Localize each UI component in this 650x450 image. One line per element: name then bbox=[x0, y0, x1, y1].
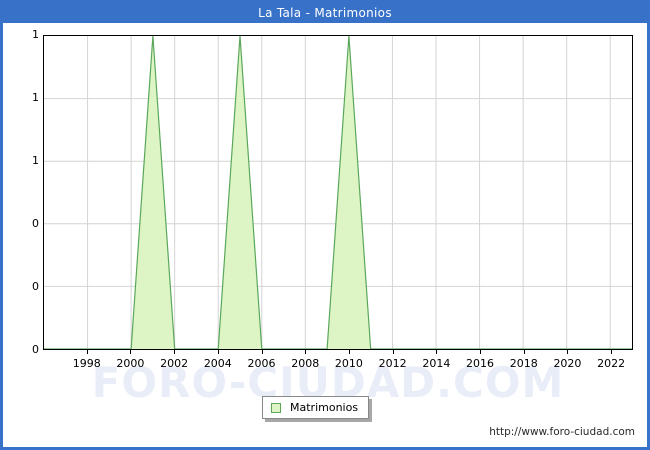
x-axis-tick-mark bbox=[305, 350, 307, 354]
x-axis: 1998 2000 2002 2004 2006 2008 2010 2012 2014 2016… bbox=[3, 357, 647, 375]
x-axis-tick-label: 2020 bbox=[553, 357, 582, 370]
y-axis-tick-label: 0 bbox=[32, 280, 39, 293]
x-axis-tick-mark bbox=[480, 350, 482, 354]
x-axis-tick-label: 2022 bbox=[597, 357, 626, 370]
x-axis-tick-mark bbox=[86, 350, 88, 354]
x-axis-tick-label: 2008 bbox=[291, 357, 320, 370]
plot-area bbox=[43, 35, 633, 350]
chart-legend: Matrimonios bbox=[262, 396, 370, 419]
x-axis-tick-mark bbox=[392, 350, 394, 354]
y-axis-tick-label: 1 bbox=[32, 91, 39, 104]
x-axis-tick-label: 2016 bbox=[466, 357, 495, 370]
y-axis-tick-label: 1 bbox=[32, 28, 39, 41]
x-axis-tick-label: 2002 bbox=[160, 357, 189, 370]
y-axis-tick-label: 0 bbox=[32, 217, 39, 230]
x-axis-tick-mark bbox=[523, 350, 525, 354]
x-axis-tick-label: 2014 bbox=[422, 357, 451, 370]
y-axis-tick-label: 0 bbox=[32, 343, 39, 356]
y-axis-tick-label: 1 bbox=[32, 154, 39, 167]
x-axis-tick-mark bbox=[611, 350, 613, 354]
x-axis-tick-label: 2006 bbox=[247, 357, 276, 370]
x-axis-tick-mark bbox=[217, 350, 219, 354]
x-axis-tick-mark bbox=[436, 350, 438, 354]
x-axis-tick-mark bbox=[261, 350, 263, 354]
legend-swatch-matrimonios bbox=[271, 402, 281, 413]
x-axis-tick-label: 1998 bbox=[72, 357, 101, 370]
x-axis-tick-label: 2018 bbox=[509, 357, 538, 370]
x-axis-tick-label: 2004 bbox=[203, 357, 232, 370]
x-axis-tick-mark bbox=[174, 350, 176, 354]
y-axis: 0 0 0 1 1 1 bbox=[3, 29, 39, 355]
page-title: La Tala - Matrimonios bbox=[258, 6, 392, 20]
source-url: http://www.foro-ciudad.com bbox=[489, 426, 635, 438]
x-axis-tick-label: 2012 bbox=[378, 357, 407, 370]
x-axis-tick-mark bbox=[348, 350, 350, 354]
x-axis-tick-label: 2010 bbox=[334, 357, 363, 370]
x-axis-tick-mark bbox=[130, 350, 132, 354]
window-title-bar: La Tala - Matrimonios bbox=[3, 3, 647, 23]
series-matrimonios bbox=[44, 36, 632, 349]
legend-label-matrimonios: Matrimonios bbox=[290, 401, 359, 414]
x-axis-tick-mark bbox=[567, 350, 569, 354]
x-axis-tick-label: 2000 bbox=[116, 357, 145, 370]
